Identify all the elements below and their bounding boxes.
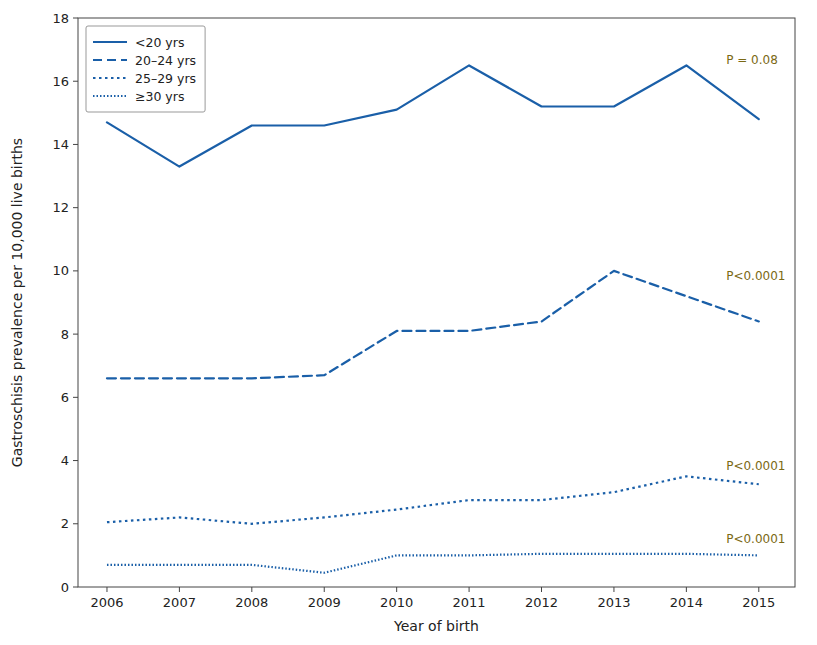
y-tick — [73, 523, 78, 524]
x-tick — [106, 587, 107, 592]
series-lines — [107, 65, 759, 572]
x-tick-label: 2013 — [597, 595, 630, 610]
legend-label: <20 yrs — [135, 35, 184, 50]
x-tick-label: 2006 — [90, 595, 123, 610]
y-tick — [73, 18, 78, 19]
x-tick — [613, 587, 614, 592]
x-tick-label: 2015 — [742, 595, 775, 610]
y-tick — [73, 460, 78, 461]
y-tick-label: 14 — [52, 137, 69, 152]
legend-handle — [93, 41, 127, 43]
x-tick-label: 2011 — [453, 595, 486, 610]
y-tick-label: 18 — [52, 11, 69, 26]
legend-handle — [93, 77, 127, 79]
y-axis-label: Gastroschisis prevalence per 10,000 live… — [9, 138, 25, 467]
y-tick — [73, 144, 78, 145]
annotation: P = 0.08 — [726, 53, 778, 67]
x-tick-label: 2008 — [235, 595, 268, 610]
x-tick — [686, 587, 687, 592]
y-tick-label: 0 — [61, 580, 69, 595]
x-tick — [251, 587, 252, 592]
x-tick — [324, 587, 325, 592]
x-tick-label: 2007 — [163, 595, 196, 610]
plot-frame — [78, 18, 795, 587]
series-line — [107, 554, 759, 573]
y-tick-label: 12 — [52, 200, 69, 215]
series-line — [107, 271, 759, 378]
y-tick — [73, 587, 78, 588]
legend-handle — [93, 59, 127, 61]
x-tick-label: 2010 — [380, 595, 413, 610]
legend-handle — [93, 95, 127, 97]
x-tick-label: 2009 — [308, 595, 341, 610]
annotation: P<0.0001 — [726, 269, 785, 283]
legend-label: 25–29 yrs — [135, 71, 196, 86]
legend-label: 20–24 yrs — [135, 53, 196, 68]
annotation: P<0.0001 — [726, 532, 785, 546]
y-tick-label: 4 — [61, 453, 69, 468]
y-tick — [73, 334, 78, 335]
x-tick-label: 2012 — [525, 595, 558, 610]
x-tick — [469, 587, 470, 592]
y-tick-label: 6 — [61, 390, 69, 405]
y-tick — [73, 397, 78, 398]
x-tick — [758, 587, 759, 592]
x-tick — [179, 587, 180, 592]
y-tick-label: 8 — [61, 327, 69, 342]
y-tick — [73, 81, 78, 82]
y-tick-label: 2 — [61, 516, 69, 531]
y-tick — [73, 270, 78, 271]
annotation: P<0.0001 — [726, 459, 785, 473]
x-tick — [541, 587, 542, 592]
legend-label: ≥30 yrs — [135, 89, 184, 104]
legend: <20 yrs 20–24 yrs 25–29 yrs ≥30 yrs — [86, 26, 205, 112]
y-tick — [73, 207, 78, 208]
x-tick — [396, 587, 397, 592]
x-tick-label: 2014 — [670, 595, 703, 610]
y-tick-label: 16 — [52, 74, 69, 89]
legend-box — [86, 26, 205, 112]
chart: 2006200720082009201020112012201320142015… — [0, 0, 817, 645]
series-line — [107, 476, 759, 523]
x-axis-label: Year of birth — [393, 618, 479, 634]
y-tick-label: 10 — [52, 263, 69, 278]
